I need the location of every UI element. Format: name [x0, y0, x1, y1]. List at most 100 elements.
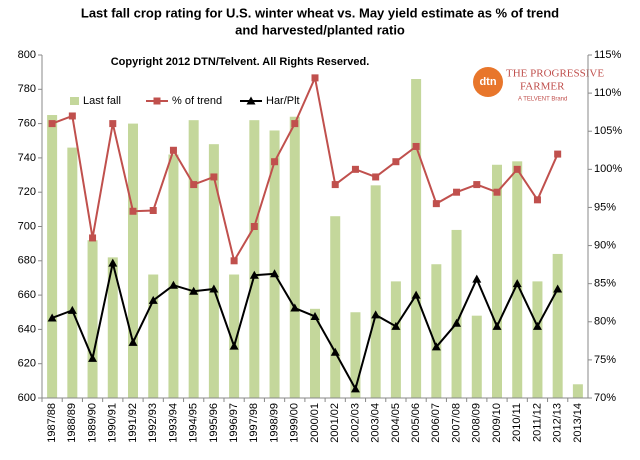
x-tick-label: 2000/01	[309, 403, 321, 443]
point	[128, 337, 138, 346]
x-tick-label: 1994/95	[188, 403, 200, 443]
point	[533, 196, 541, 204]
y2-tick-label: 115%	[594, 49, 622, 61]
bar	[370, 185, 381, 398]
point	[169, 146, 177, 154]
point	[553, 284, 563, 293]
point	[472, 274, 482, 283]
bar	[572, 384, 583, 398]
point	[230, 257, 238, 265]
point	[391, 321, 401, 330]
x-tick-label: 1988/89	[66, 403, 78, 443]
x-tick-label: 1997/98	[248, 403, 260, 443]
point	[493, 188, 501, 196]
y-tick-label: 640	[18, 323, 36, 335]
x-tick-label: 1991/92	[127, 403, 139, 443]
x-tick-label: 2008/09	[471, 403, 483, 443]
logo-text: THE PROGRESSIVE	[506, 68, 604, 80]
line	[51, 262, 559, 392]
copyright: Copyright 2012 DTN/Telvent. All Rights R…	[111, 56, 370, 68]
point	[109, 120, 117, 128]
point	[129, 207, 137, 215]
x-tick-label: 1989/90	[86, 403, 98, 443]
bar	[107, 257, 118, 398]
point	[512, 279, 522, 288]
legend-item: Har/Plt	[240, 95, 300, 107]
bar	[67, 147, 78, 398]
point	[554, 150, 562, 158]
point	[210, 173, 218, 181]
y2-tick-label: 80%	[594, 316, 616, 328]
bar	[47, 115, 58, 399]
logo-circle	[473, 67, 503, 97]
logo-text: A TELVENT Brand	[518, 97, 567, 103]
point	[431, 342, 441, 351]
legend-item: % of trend	[146, 95, 222, 107]
point	[432, 200, 440, 208]
legend-swatch	[70, 97, 79, 105]
point	[89, 234, 97, 242]
y-tick-label: 680	[18, 255, 36, 267]
x-tick-label: 2007/08	[450, 403, 462, 443]
point	[67, 305, 77, 314]
point	[148, 295, 158, 304]
x-tick-label: 2001/02	[329, 403, 341, 443]
point	[351, 165, 359, 173]
point	[372, 173, 380, 181]
logo: dtn THE PROGRESSIVE FARMER A TELVENT Bra…	[473, 67, 604, 103]
bar	[532, 281, 543, 398]
point	[270, 269, 280, 278]
bar	[411, 79, 422, 398]
chart-title: Last fall crop rating for U.S. winter wh…	[81, 5, 559, 20]
y-tick-label: 600	[18, 392, 36, 404]
y2-tick-label: 90%	[594, 239, 616, 251]
point	[311, 74, 319, 82]
point	[249, 270, 259, 279]
bar	[87, 240, 98, 398]
y-tick-label: 720	[18, 186, 36, 198]
y2-tick-label: 85%	[594, 278, 616, 290]
x-tick-label: 2002/03	[349, 403, 361, 443]
point	[411, 290, 421, 299]
point	[48, 120, 56, 128]
bar	[148, 274, 159, 398]
point	[532, 321, 542, 330]
bar	[208, 144, 219, 398]
bar	[128, 123, 138, 398]
x-tick-label: 2013/14	[572, 403, 584, 443]
point	[271, 158, 279, 166]
legend-marker	[246, 96, 256, 105]
y-tick-label: 660	[18, 289, 36, 301]
x-tick-label: 1998/99	[268, 403, 280, 443]
bar	[451, 229, 462, 398]
bar	[168, 154, 179, 398]
bar	[310, 308, 320, 398]
x-tick-label: 2009/10	[491, 403, 503, 443]
point	[392, 158, 400, 166]
bar	[492, 164, 502, 398]
logo-text: dtn	[479, 76, 496, 88]
y2-tick-label: 95%	[594, 201, 616, 213]
point	[290, 303, 300, 312]
y-tick-label: 740	[18, 152, 36, 164]
bar	[431, 264, 442, 398]
legend-label: % of trend	[172, 95, 222, 107]
bar	[249, 120, 260, 399]
x-tick-label: 2003/04	[370, 403, 382, 443]
y-tick-label: 760	[18, 118, 36, 130]
point	[331, 181, 339, 189]
bar	[471, 315, 482, 398]
point	[168, 280, 178, 289]
point	[453, 188, 461, 196]
bar	[289, 116, 300, 399]
x-tick-label: 2010/11	[511, 403, 523, 442]
y-tick-label: 800	[18, 49, 36, 61]
point	[190, 181, 198, 189]
point	[452, 318, 462, 327]
point	[310, 311, 320, 320]
logo-text: FARMER	[520, 81, 565, 93]
x-tick-label: 1995/96	[208, 403, 220, 443]
point	[473, 181, 481, 189]
x-tick-label: 1990/91	[107, 403, 119, 443]
